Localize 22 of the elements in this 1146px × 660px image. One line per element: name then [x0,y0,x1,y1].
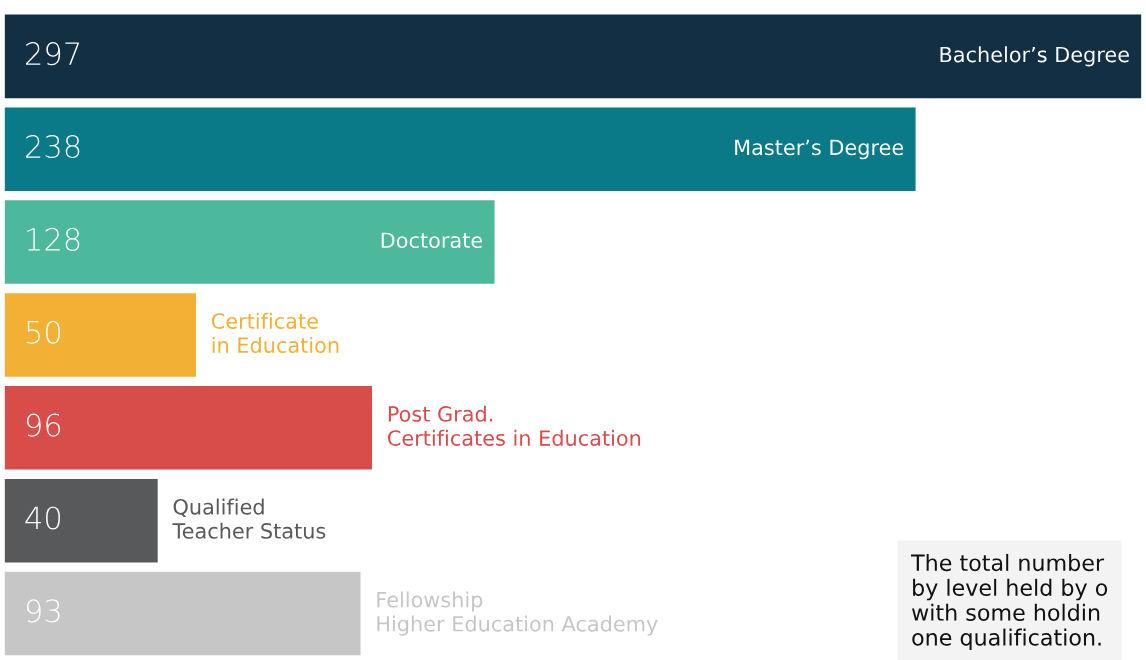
data-label: 40 [25,506,60,530]
data-label: 128 [27,227,80,251]
bar [4,386,373,470]
bar [4,478,158,563]
y-tick-label: Qualified Teacher Status [172,498,326,539]
annotation: The total number by level held by o with some holdin one qualification. [911,553,1108,651]
bar [4,200,495,284]
y-tick-label: Bachelor’s Degree [940,46,1129,67]
y-tick-label: Post Grad. Certificates in Education [387,405,641,446]
bar [4,293,196,377]
data-label: 93 [26,599,60,623]
bar [4,571,361,656]
data-label: 238 [26,134,80,159]
bar [4,107,916,191]
y-tick-label: Doctorate [381,232,483,249]
bar [4,14,1142,99]
y-tick-label: Fellowship Higher Education Academy [377,591,658,636]
y-tick-label: Master’s Degree [735,139,904,160]
y-tick-label: Certificate in Education [211,312,339,354]
data-label: 297 [26,42,79,66]
data-label: 96 [26,413,61,437]
data-label: 50 [26,320,60,344]
